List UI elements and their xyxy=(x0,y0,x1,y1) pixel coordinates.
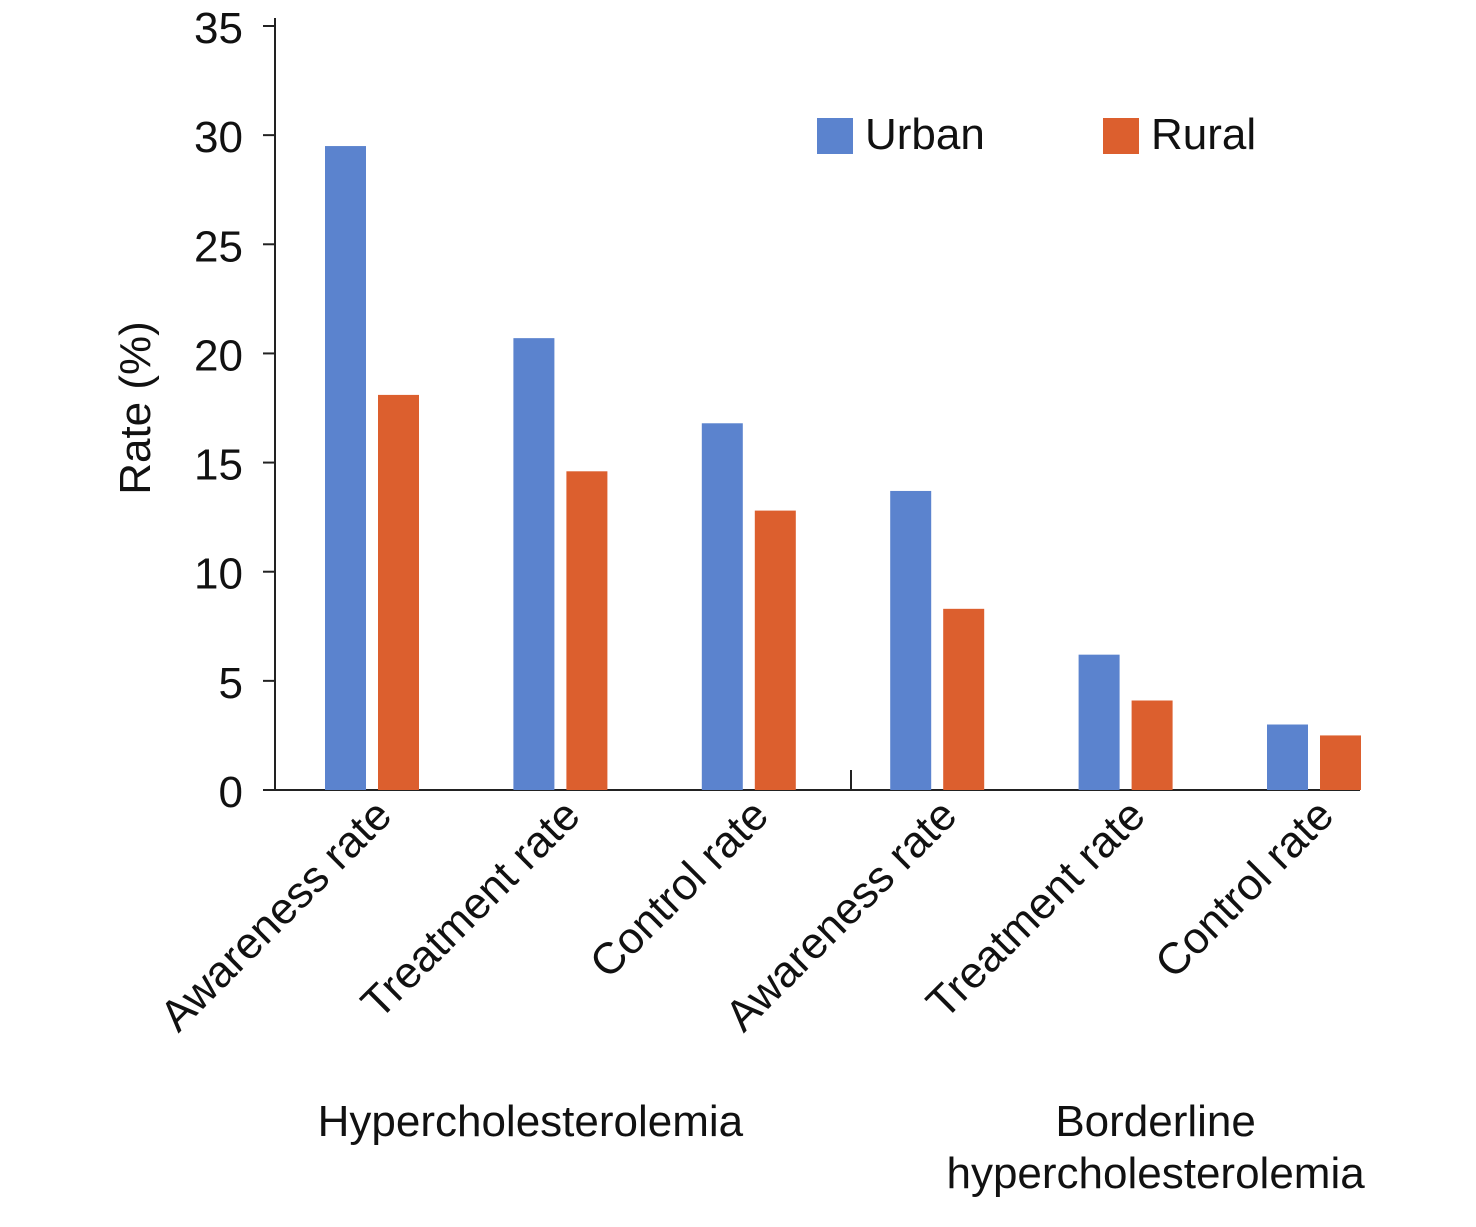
bar-rural xyxy=(1320,735,1361,790)
y-tick-label: 20 xyxy=(194,331,243,380)
bar-urban xyxy=(513,338,555,790)
bar-rural xyxy=(754,510,796,790)
y-tick-label: 30 xyxy=(194,113,243,162)
axes: 0 5 10 15 20 25 30 35 Rate (%) xyxy=(111,4,1360,817)
x-tick-label: Control rate xyxy=(581,790,778,987)
group-label: Hypercholesterolemia xyxy=(318,1097,744,1146)
legend-label-urban: Urban xyxy=(865,110,985,159)
bar-rural xyxy=(566,471,608,790)
y-tick-label: 35 xyxy=(194,4,243,53)
bar-rural xyxy=(378,394,419,790)
y-tick-label: 10 xyxy=(194,550,243,599)
group-label: Borderline xyxy=(1055,1097,1256,1146)
y-axis-title: Rate (%) xyxy=(111,321,160,495)
bar-rural xyxy=(943,608,985,790)
x-tick-label: Control rate xyxy=(1146,790,1343,987)
legend-swatch-rural xyxy=(1103,118,1139,154)
legend: Urban Rural xyxy=(817,110,1256,159)
legend-swatch-urban xyxy=(817,118,853,154)
bar-rural xyxy=(1131,700,1173,790)
y-tick-label: 0 xyxy=(219,768,243,817)
group-label: hypercholesterolemia xyxy=(946,1149,1365,1198)
bar-urban xyxy=(701,423,743,790)
bar-urban xyxy=(325,146,366,791)
y-tick-label: 5 xyxy=(219,659,243,708)
y-tick-label: 15 xyxy=(194,441,243,490)
bar-urban xyxy=(890,490,932,790)
bar-urban xyxy=(1267,724,1308,790)
bars xyxy=(325,146,1361,791)
legend-label-rural: Rural xyxy=(1151,110,1256,159)
y-tick-label: 25 xyxy=(194,222,243,271)
bar-urban xyxy=(1078,654,1120,790)
